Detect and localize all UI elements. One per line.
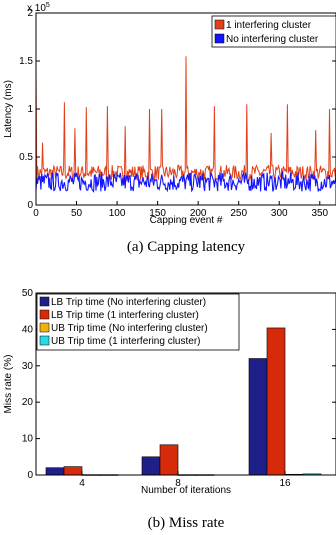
miss-rate-legend-swatch-0 — [39, 296, 50, 307]
miss-rate-caption: (b) Miss rate — [148, 515, 225, 531]
latency-y-axis-label: Latency (ms) — [3, 80, 14, 138]
latency-legend-box — [211, 15, 336, 48]
miss-rate-y-tick-label: 10 — [22, 434, 34, 445]
miss-rate-legend: LB Trip time (No interfering cluster) LB… — [36, 293, 240, 351]
latency-x-axis-label: Capping event # — [150, 215, 223, 226]
miss-rate-y-tick-label: 50 — [22, 288, 34, 299]
miss-rate-x-tick-label: 8 — [175, 478, 181, 489]
latency-series-group — [35, 56, 336, 193]
miss-rate-legend-label-0: LB Trip time (No interfering cluster) — [51, 297, 206, 308]
latency-y-tick-label: 1 — [27, 104, 33, 115]
latency-y-multiplier-exponent: 5 — [46, 2, 50, 9]
latency-x-tick-label: 50 — [71, 208, 83, 219]
latency-y-tick-label: 1.5 — [19, 56, 33, 67]
miss-rate-legend-label-3: UB Trip time (1 interfering cluster) — [51, 336, 201, 347]
miss-rate-y-tick-label: 30 — [22, 361, 34, 372]
miss-rate-bars-group — [45, 327, 322, 476]
latency-y-multiplier-base: x 10 — [27, 3, 46, 14]
miss-rate-x-tick-label: 4 — [79, 478, 85, 489]
latency-legend: 1 interfering cluster No interfering clu… — [211, 15, 336, 48]
miss-rate-y-axis-label: Miss rate (%) — [3, 355, 14, 414]
latency-legend-swatch-0 — [214, 19, 225, 30]
miss-rate-x-axis-label: Number of iterations — [141, 485, 231, 496]
miss-rate-x-tick-label: 16 — [279, 478, 291, 489]
latency-caption: (a) Capping latency — [127, 239, 246, 255]
miss-rate-bar-0-2 — [248, 358, 268, 476]
latency-legend-label-1: No interfering cluster — [226, 34, 319, 45]
miss-rate-y-tick-label: 20 — [22, 397, 34, 408]
latency-x-tick-label: 200 — [190, 208, 207, 219]
latency-chart: 0 0.5 1 1.5 2 0 50 100 150 200 250 300 350 x 105 La… — [3, 2, 336, 255]
latency-series-line-0 — [35, 56, 336, 182]
latency-series-line-1 — [35, 170, 336, 193]
latency-x-tick-label: 150 — [149, 208, 166, 219]
miss-rate-bar-1-2 — [266, 327, 286, 476]
latency-x-tick-label: 0 — [33, 208, 39, 219]
miss-rate-bar-0-0 — [45, 467, 65, 476]
miss-rate-bar-1-0 — [63, 466, 83, 476]
latency-y-ticks: 0 0.5 1 1.5 2 — [19, 8, 336, 211]
miss-rate-bar-0-1 — [141, 456, 161, 476]
latency-x-tick-label: 350 — [311, 208, 328, 219]
latency-y-tick-label: 0 — [27, 200, 33, 211]
miss-rate-plot-frame — [35, 292, 336, 476]
miss-rate-y-ticks: 0 10 20 30 40 50 — [22, 288, 336, 481]
miss-rate-legend-swatch-2 — [39, 322, 50, 333]
miss-rate-y-tick-label: 0 — [27, 470, 33, 481]
latency-x-tick-label: 250 — [230, 208, 247, 219]
latency-x-ticks: 0 50 100 150 200 250 300 350 — [33, 201, 329, 219]
miss-rate-chart: 0 10 20 30 40 50 4 8 16 Miss rate (%) Number of… — [3, 288, 336, 531]
latency-x-tick-label: 100 — [109, 208, 126, 219]
miss-rate-legend-swatch-1 — [39, 309, 50, 320]
miss-rate-legend-swatch-3 — [39, 335, 50, 346]
latency-legend-swatch-1 — [214, 33, 225, 44]
latency-x-tick-label: 300 — [271, 208, 288, 219]
latency-legend-label-0: 1 interfering cluster — [226, 20, 312, 31]
miss-rate-x-ticks: 4 8 16 — [79, 471, 291, 489]
miss-rate-bar-1-1 — [159, 444, 179, 476]
latency-y-tick-label: 0.5 — [19, 152, 33, 163]
miss-rate-legend-label-2: UB Trip time (No interfering cluster) — [51, 323, 208, 334]
miss-rate-y-tick-label: 40 — [22, 324, 34, 335]
latency-y-multiplier: x 105 — [27, 2, 50, 14]
latency-y-tick-label: 2 — [27, 8, 33, 19]
miss-rate-legend-label-1: LB Trip time (1 interfering cluster) — [51, 310, 199, 321]
miss-rate-legend-box — [36, 293, 240, 351]
